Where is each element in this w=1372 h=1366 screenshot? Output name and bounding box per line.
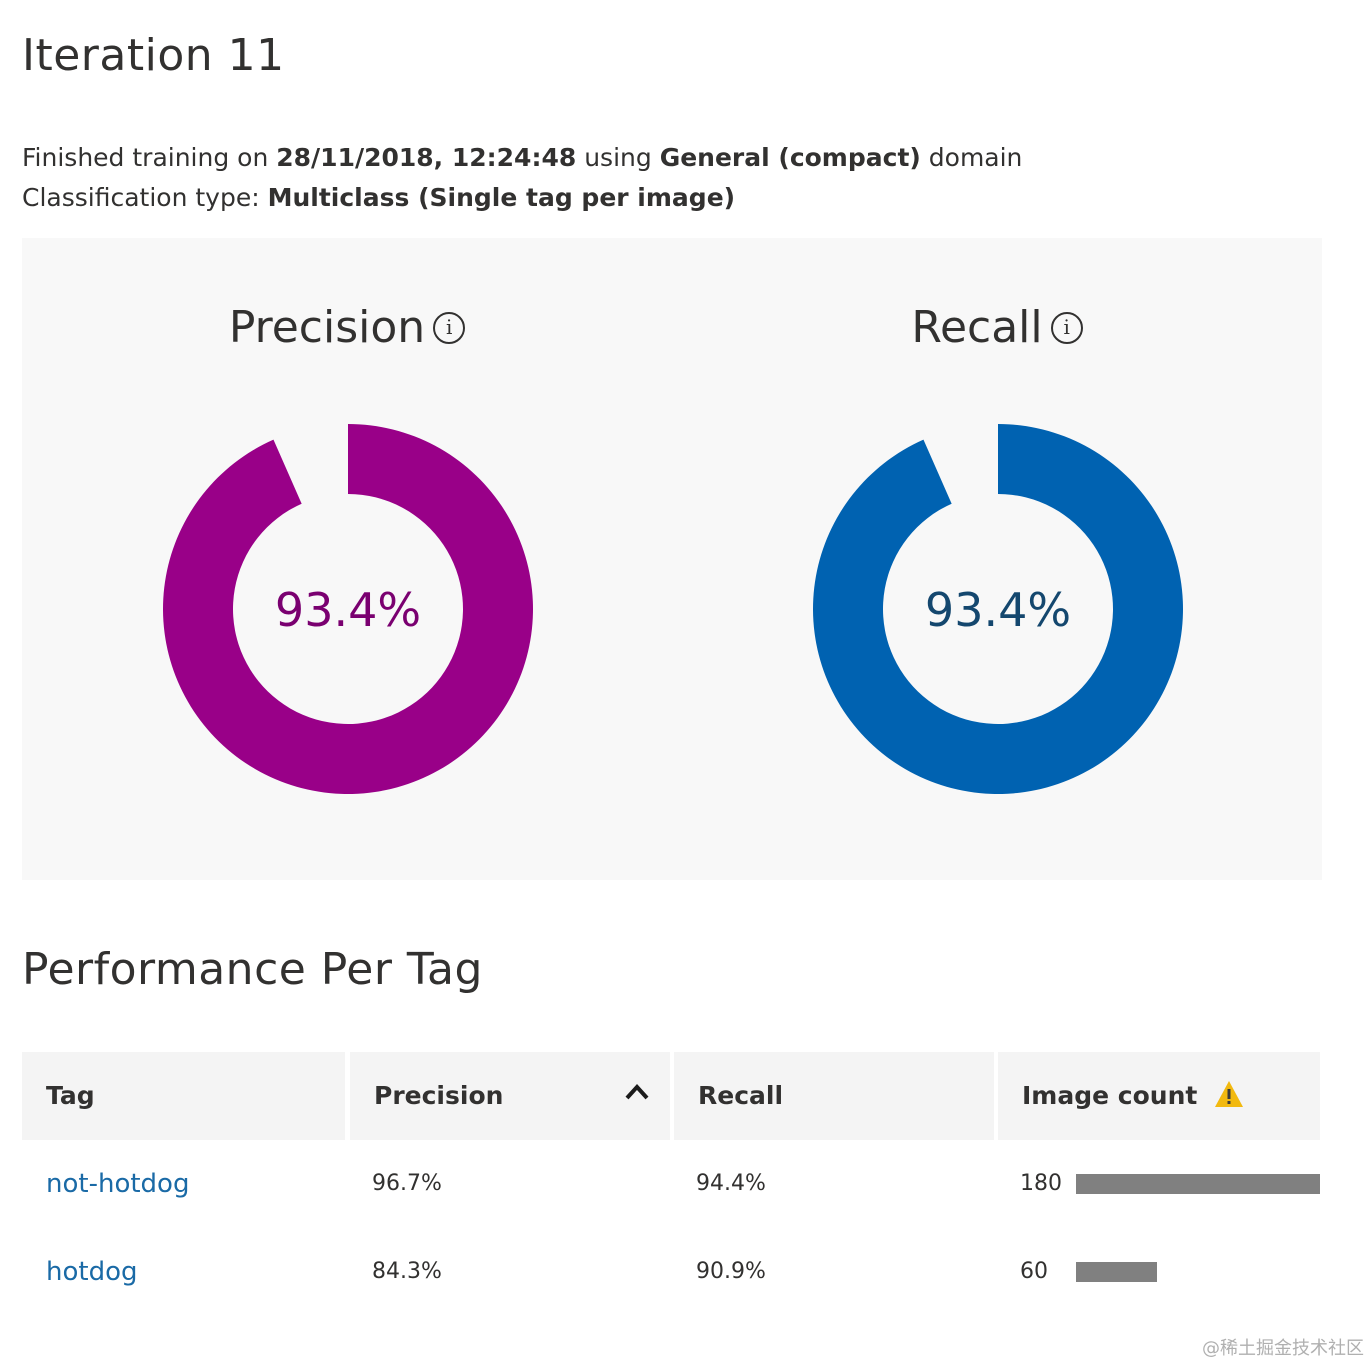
classification-value: Multiclass (Single tag per image): [267, 183, 736, 212]
table-header: Tag Precision Recall Image count: [22, 1052, 1320, 1140]
tag-cell: hotdog: [22, 1228, 345, 1316]
watermark: @稀土掘金技术社区: [1202, 1338, 1364, 1359]
column-header-precision[interactable]: Precision: [350, 1052, 670, 1140]
training-date: 28/11/2018, 12:24:48: [276, 143, 577, 172]
info-icon[interactable]: i: [1050, 312, 1083, 344]
precision-donut-arc: [163, 424, 533, 794]
image-count-bar-track: [1076, 1174, 1320, 1194]
column-header-precision-label: Precision: [374, 1081, 504, 1110]
column-header-image-count-label: Image count: [1022, 1081, 1198, 1110]
image-count-bar: [1076, 1174, 1320, 1194]
column-header-image-count[interactable]: Image count: [998, 1052, 1320, 1140]
recall-cell: 90.9%: [696, 1259, 766, 1284]
recall-cell: 94.4%: [696, 1171, 766, 1196]
classification-label: Classification type:: [22, 183, 268, 212]
recall-donut: 93.4%: [813, 424, 1183, 794]
training-domain: General (compact): [659, 143, 921, 172]
image-count-bar-track: [1076, 1262, 1320, 1282]
classification-info: Classification type: Multiclass (Single …: [22, 180, 735, 216]
precision-metric: Precision i 93.4%: [22, 238, 672, 880]
section-title: Performance Per Tag: [22, 944, 483, 995]
recall-label: Recall: [911, 302, 1043, 353]
image-count-bar: [1076, 1262, 1158, 1282]
precision-title: Precision i: [22, 298, 672, 358]
recall-donut-arc: [813, 424, 1183, 794]
table-row: hotdog 84.3% 90.9% 60: [22, 1228, 1320, 1316]
tag-link[interactable]: not-hotdog: [46, 1169, 190, 1199]
image-count-cell: 180: [998, 1140, 1320, 1228]
precision-cell: 96.7%: [372, 1171, 442, 1196]
image-count-value: 180: [1020, 1171, 1062, 1196]
recall-metric: Recall i 93.4%: [672, 238, 1322, 880]
precision-cell: 84.3%: [372, 1259, 442, 1284]
image-count-value: 60: [1020, 1259, 1048, 1284]
tag-link[interactable]: hotdog: [46, 1257, 138, 1287]
training-info: Finished training on 28/11/2018, 12:24:4…: [22, 140, 1022, 176]
column-header-tag[interactable]: Tag: [22, 1052, 345, 1140]
warning-icon[interactable]: [1213, 1079, 1245, 1109]
recall-value: 93.4%: [925, 583, 1071, 637]
chevron-up-icon[interactable]: [624, 1082, 650, 1102]
per-tag-table: Tag Precision Recall Image count not-hot…: [22, 1052, 1320, 1316]
precision-value: 93.4%: [275, 583, 421, 637]
table-row: not-hotdog 96.7% 94.4% 180: [22, 1140, 1320, 1228]
precision-donut: 93.4%: [163, 424, 533, 794]
image-count-cell: 60: [998, 1228, 1320, 1316]
page-title: Iteration 11: [22, 30, 285, 81]
precision-label: Precision: [228, 302, 426, 353]
training-info-suffix: domain: [920, 143, 1023, 172]
tag-cell: not-hotdog: [22, 1140, 345, 1228]
recall-title: Recall i: [672, 298, 1322, 358]
training-info-prefix: Finished training on: [22, 143, 277, 172]
info-icon[interactable]: i: [433, 312, 466, 344]
column-header-recall[interactable]: Recall: [674, 1052, 994, 1140]
metrics-panel: Precision i 93.4% Recall i 93.4%: [22, 238, 1322, 880]
training-info-middle: using: [576, 143, 660, 172]
